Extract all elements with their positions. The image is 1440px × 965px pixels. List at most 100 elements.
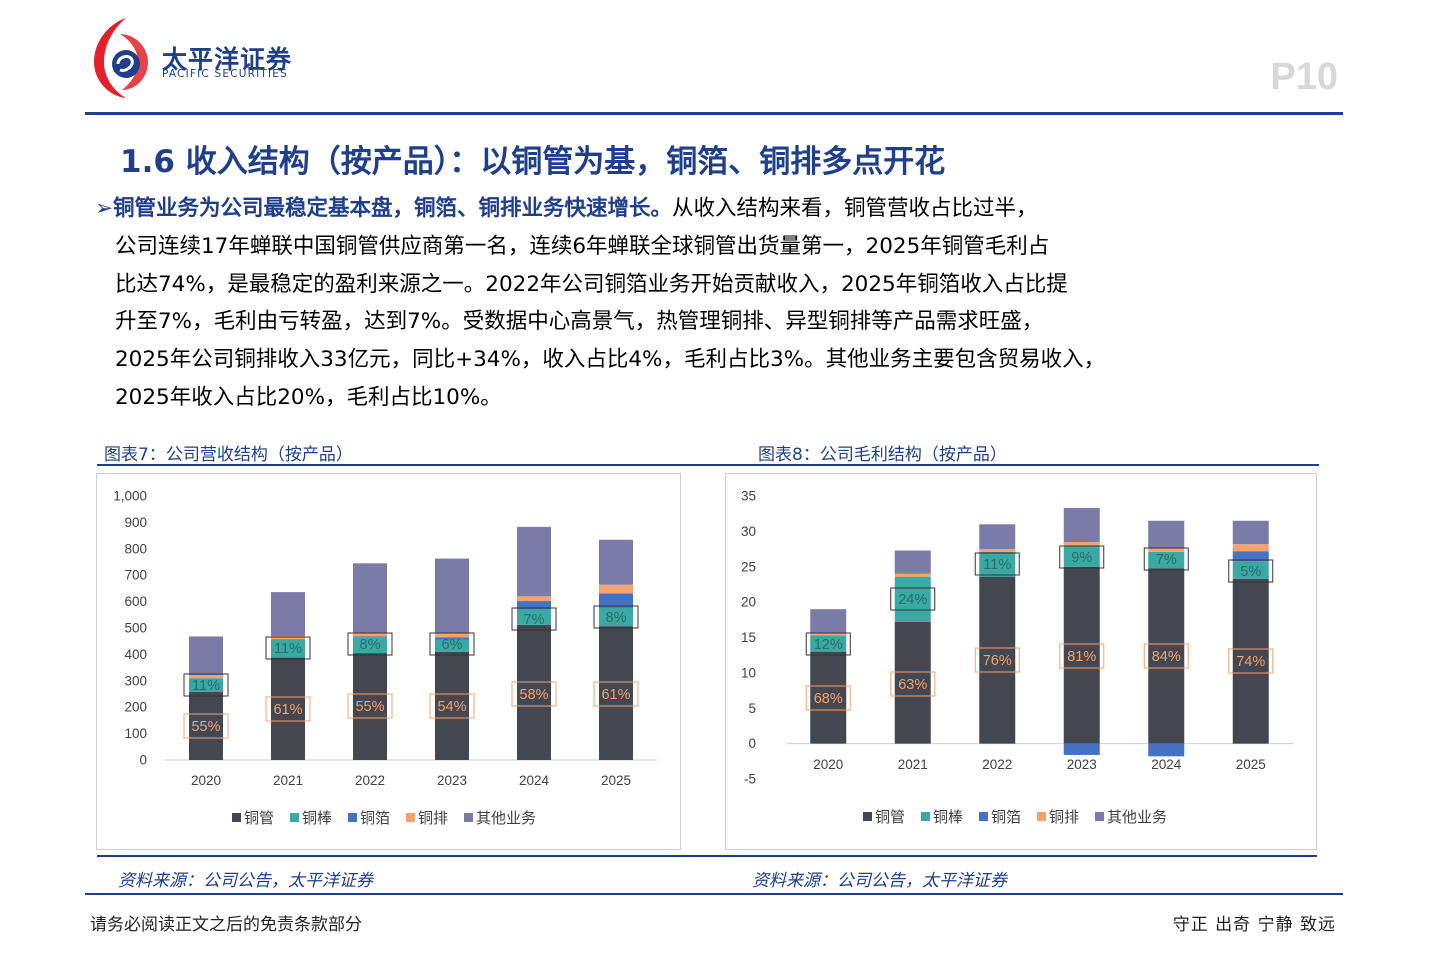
focus-label-box: [1228, 559, 1274, 583]
focus-label-box: [429, 632, 475, 656]
legend-entry: 铜棒: [302, 810, 332, 827]
y-tick-label: 0: [748, 736, 756, 751]
bar-segment-其他业务: [435, 558, 469, 633]
legend-swatch: [232, 813, 241, 822]
main-label-box: [1143, 643, 1189, 669]
focus-label-box: [974, 552, 1020, 576]
section-title: 1.6 收入结构（按产品）：以铜管为基，铜箔、铜排多点开花: [120, 144, 946, 180]
focus-label-box: [1059, 545, 1105, 569]
paragraph-line: 升至7%，毛利由亏转盈，达到7%。受数据中心高景气，热管理铜排、异型铜排等产品需…: [115, 309, 1044, 335]
y-tick-label: 900: [124, 515, 147, 530]
y-tick-label: 15: [741, 630, 756, 645]
bar-segment-铜排: [979, 549, 1016, 552]
bar-segment-铜箔: [1063, 743, 1100, 755]
gross-profit-structure-plot: -50510152025303512%68%202024%63%202111%7…: [741, 489, 1293, 826]
bar-segment-铜管: [810, 651, 847, 744]
bar-segment-铜棒: [599, 607, 633, 627]
legend-entry: 铜排: [1049, 809, 1079, 826]
focus-label: 11%: [983, 557, 1011, 573]
legend-entry: 铜排: [418, 810, 448, 827]
main-label-box: [183, 713, 229, 739]
legend-entry: 铜箔: [360, 810, 390, 827]
x-tick-label: 2025: [1236, 757, 1266, 772]
main-label: 55%: [191, 719, 220, 735]
x-tick-label: 2022: [355, 773, 385, 788]
revenue-structure-chart: 0 100 200 300 400 500 600 700 800 900 1,000 11% 55% 2…: [96, 473, 681, 850]
legend-entry: 铜管: [244, 810, 274, 827]
bar-segment-铜管: [1232, 578, 1269, 744]
focus-label-box: [265, 636, 311, 660]
y-tick-label: 20: [741, 595, 756, 610]
bar-segment-铜排: [1148, 547, 1185, 552]
legend-swatch: [979, 812, 988, 821]
bar-segment-铜排: [894, 573, 931, 577]
header-divider: [85, 112, 1343, 115]
bar-segment-铜棒: [189, 678, 223, 692]
legend-swatch: [1095, 812, 1104, 821]
bar-segment-铜管: [353, 653, 387, 760]
bar-segment-铜管: [1148, 568, 1185, 744]
paragraph-line: 公司连续17年蝉联中国铜管供应商第一名，连续6年蝉联全球铜管出货量第一，2025…: [115, 233, 1050, 259]
bar-segment-铜排: [1063, 541, 1100, 546]
focus-label-box: [183, 673, 229, 697]
bar-segment-其他业务: [271, 592, 305, 636]
figure-divider-bottom: [97, 855, 1317, 857]
bar-segment-铜管: [271, 657, 305, 760]
x-tick-label: 2021: [898, 757, 928, 772]
focus-label: 11%: [192, 678, 220, 694]
y-tick-label: 800: [124, 541, 147, 556]
bar-segment-其他业务: [1063, 508, 1100, 542]
main-label-box: [1228, 648, 1274, 674]
bar-segment-铜排: [353, 632, 387, 637]
y-tick-label: 1,000: [113, 489, 147, 504]
main-label: 63%: [898, 677, 927, 693]
main-label: 76%: [983, 653, 1012, 669]
legend-swatch: [290, 813, 299, 822]
bar-segment-铜排: [517, 596, 551, 602]
main-label-box: [429, 693, 475, 719]
focus-label: 12%: [814, 637, 843, 653]
focus-label-box: [1143, 547, 1189, 571]
brand-name-en: PACIFIC SECURITIES: [162, 68, 289, 80]
y-tick-label: 25: [741, 559, 756, 574]
legend-swatch: [1037, 812, 1046, 821]
main-label: 58%: [519, 687, 548, 703]
focus-label: 24%: [898, 592, 927, 608]
figure7-title: 图表7：公司营收结构（按产品）: [104, 445, 353, 465]
bar-segment-铜管: [189, 691, 223, 760]
legend-entry: 其他业务: [1107, 809, 1167, 826]
x-tick-label: 2020: [813, 757, 843, 772]
paragraph-line: 2025年收入占比20%，毛利占比10%。: [115, 384, 502, 410]
bar-segment-铜箔: [599, 593, 633, 608]
legend-entry: 其他业务: [476, 810, 536, 827]
main-label: 55%: [355, 699, 384, 715]
bar-segment-铜棒: [271, 639, 305, 658]
y-tick-label: 200: [124, 700, 147, 715]
bar-segment-铜管: [599, 626, 633, 760]
y-tick-label: 35: [741, 489, 756, 504]
y-tick-label: 400: [124, 647, 147, 662]
legend-swatch: [921, 812, 930, 821]
y-tick-label: 100: [124, 726, 147, 741]
main-label: 54%: [437, 699, 466, 715]
bar-segment-铜箔: [517, 601, 551, 609]
bar-segment-其他业务: [599, 539, 633, 585]
y-tick-label: 0: [139, 753, 147, 768]
footer-motto: 守正 出奇 宁静 致远: [1172, 915, 1336, 935]
focus-label-box: [890, 587, 936, 611]
main-label: 61%: [601, 687, 630, 703]
paragraph-text: 从收入结构来看，铜管营收占比过半，: [672, 196, 1038, 221]
bar-segment-铜棒: [810, 635, 847, 652]
main-label: 81%: [1067, 649, 1096, 665]
main-label: 61%: [273, 702, 302, 718]
figure8-source: 资料来源：公司公告，太平洋证券: [752, 871, 1007, 891]
legend-entry: 铜棒: [933, 809, 963, 826]
legend-swatch: [464, 813, 473, 822]
main-label: 84%: [1152, 649, 1181, 665]
focus-label: 5%: [1240, 564, 1261, 580]
main-label-box: [890, 671, 936, 697]
bar-segment-铜箔: [1148, 743, 1185, 757]
figure-divider-top: [97, 464, 1319, 466]
bar-segment-其他业务: [979, 524, 1016, 550]
x-tick-label: 2021: [273, 773, 303, 788]
